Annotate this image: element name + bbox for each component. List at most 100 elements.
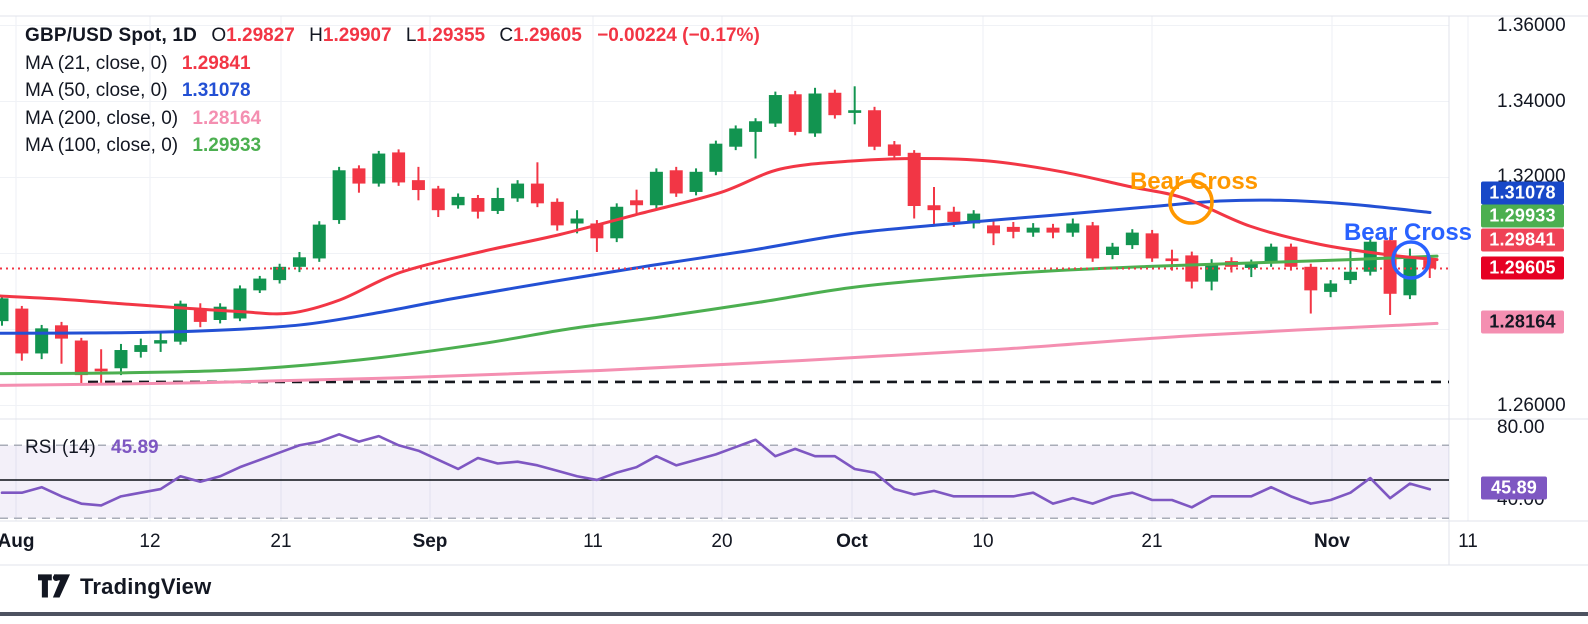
- time-axis-label: Sep: [412, 531, 448, 552]
- candle-body: [372, 153, 386, 184]
- candle-body: [927, 205, 941, 211]
- symbol-title: GBP/USD Spot, 1D: [25, 25, 198, 46]
- candle-body: [1046, 227, 1060, 233]
- symbol-legend-row: GBP/USD Spot, 1D O1.29827 H1.29907 L1.29…: [25, 22, 760, 50]
- candle-body: [630, 200, 644, 206]
- candle-body: [292, 257, 306, 267]
- candle-body: [887, 144, 901, 156]
- ma21-line: [0, 157, 1439, 316]
- candle-body: [213, 306, 227, 320]
- candle-body: [273, 266, 287, 281]
- price-axis-label: 1.36000: [1497, 15, 1566, 36]
- chart-canvas[interactable]: Bear Cross Bear Cross: [0, 0, 1588, 570]
- close-value: 1.29605: [513, 25, 582, 46]
- rsi-band: [0, 445, 1449, 519]
- candle-body: [1244, 262, 1258, 268]
- candle-body: [1324, 283, 1338, 292]
- candle-body: [411, 180, 425, 191]
- candle-body: [1185, 255, 1199, 282]
- candle-body: [193, 308, 207, 322]
- ma200-line: [0, 321, 1439, 387]
- candle-body: [709, 143, 723, 172]
- low-value: 1.29355: [416, 25, 486, 46]
- bear-cross-circle-1[interactable]: [1168, 179, 1214, 225]
- bear-cross-circle-2[interactable]: [1391, 240, 1431, 280]
- candle-body: [570, 218, 584, 224]
- rsi-legend-row[interactable]: RSI (14) 45.89: [25, 437, 159, 459]
- bear-cross-label-2[interactable]: Bear Cross: [1344, 219, 1472, 246]
- candle-body: [233, 288, 247, 319]
- ma100-legend-row[interactable]: MA (100, close, 0) 1.29933: [25, 132, 760, 160]
- open-label: O: [211, 25, 227, 46]
- time-axis-label: 20: [711, 531, 733, 552]
- candle-body: [749, 121, 763, 132]
- candle-body: [451, 196, 465, 206]
- chart-legend: GBP/USD Spot, 1D O1.29827 H1.29907 L1.29…: [25, 22, 760, 160]
- candle-body: [649, 171, 663, 206]
- time-axis-label: 12: [139, 531, 161, 552]
- ma200-legend-row[interactable]: MA (200, close, 0) 1.28164: [25, 105, 760, 133]
- close-label: C: [499, 25, 514, 46]
- ma100-value: 1.29933: [192, 135, 262, 156]
- tradingview-brand-text[interactable]: TradingView: [80, 573, 212, 599]
- ma50-line: [0, 198, 1432, 335]
- ma21-legend-row[interactable]: MA (21, close, 0) 1.29841: [25, 50, 760, 78]
- candle-body: [332, 170, 346, 221]
- time-axis-label: Nov: [1314, 531, 1350, 552]
- candle-body: [491, 198, 505, 211]
- candle-body: [392, 152, 406, 183]
- candle-body: [511, 183, 525, 199]
- candle-body: [1284, 246, 1298, 267]
- ma50-legend-row[interactable]: MA (50, close, 0) 1.31078: [25, 77, 760, 105]
- candle-body: [848, 110, 862, 113]
- price-axis-label: 1.26000: [1497, 395, 1566, 416]
- ma50-label: MA (50, close, 0): [25, 80, 168, 101]
- candle-body: [1343, 271, 1357, 281]
- price-axis-badge: 1.28164: [1481, 310, 1564, 334]
- ma200-label: MA (200, close, 0): [25, 107, 179, 129]
- candle-body: [907, 152, 921, 206]
- high-value: 1.29907: [322, 25, 392, 46]
- candle-body: [154, 340, 168, 344]
- candle-body: [768, 95, 782, 124]
- ma50-value: 1.31078: [181, 80, 251, 101]
- candle-body: [134, 345, 148, 352]
- candle-body: [1105, 246, 1119, 256]
- price-axis-badge: 1.29841: [1481, 228, 1564, 252]
- candle-body: [471, 198, 485, 212]
- candle-body: [967, 213, 981, 224]
- ma200-value: 1.28164: [192, 107, 262, 129]
- candle-body: [1026, 227, 1040, 233]
- candle-body: [1264, 246, 1278, 264]
- candle-body: [947, 211, 961, 222]
- candle-body: [669, 170, 683, 194]
- high-label: H: [309, 25, 323, 46]
- candle-body: [1066, 223, 1080, 233]
- candle-body: [352, 168, 366, 184]
- bear-cross-label-1[interactable]: Bear Cross: [1130, 168, 1258, 195]
- candle-body: [114, 350, 128, 369]
- candle-body: [1165, 258, 1179, 262]
- candle-body: [1145, 233, 1159, 259]
- time-axis-label: 21: [1141, 531, 1163, 552]
- candle-body: [15, 308, 29, 354]
- candle-body: [1363, 241, 1377, 272]
- candle-body: [1125, 232, 1139, 246]
- ma21-label: MA (21, close, 0): [25, 52, 168, 74]
- candle-body: [550, 201, 564, 226]
- candle-body: [868, 110, 882, 147]
- price-axis-badge: 1.29605: [1481, 256, 1564, 280]
- time-axis-label: 11: [583, 531, 603, 552]
- time-axis-label: 10: [972, 531, 994, 552]
- candle-body: [530, 183, 544, 204]
- rsi-label: RSI (14): [25, 437, 96, 458]
- footer: TradingView: [38, 573, 211, 600]
- candle-body: [729, 128, 743, 147]
- tradingview-logo-icon[interactable]: [38, 573, 70, 600]
- candle-body: [1304, 266, 1318, 291]
- window-bottom-bar: [0, 612, 1588, 616]
- price-axis-badge: 1.31078: [1481, 181, 1564, 205]
- change-value: −0.00224 (−0.17%): [597, 25, 760, 46]
- price-axis-label: 80.00: [1497, 417, 1545, 438]
- price-axis-badge: 45.89: [1481, 476, 1547, 500]
